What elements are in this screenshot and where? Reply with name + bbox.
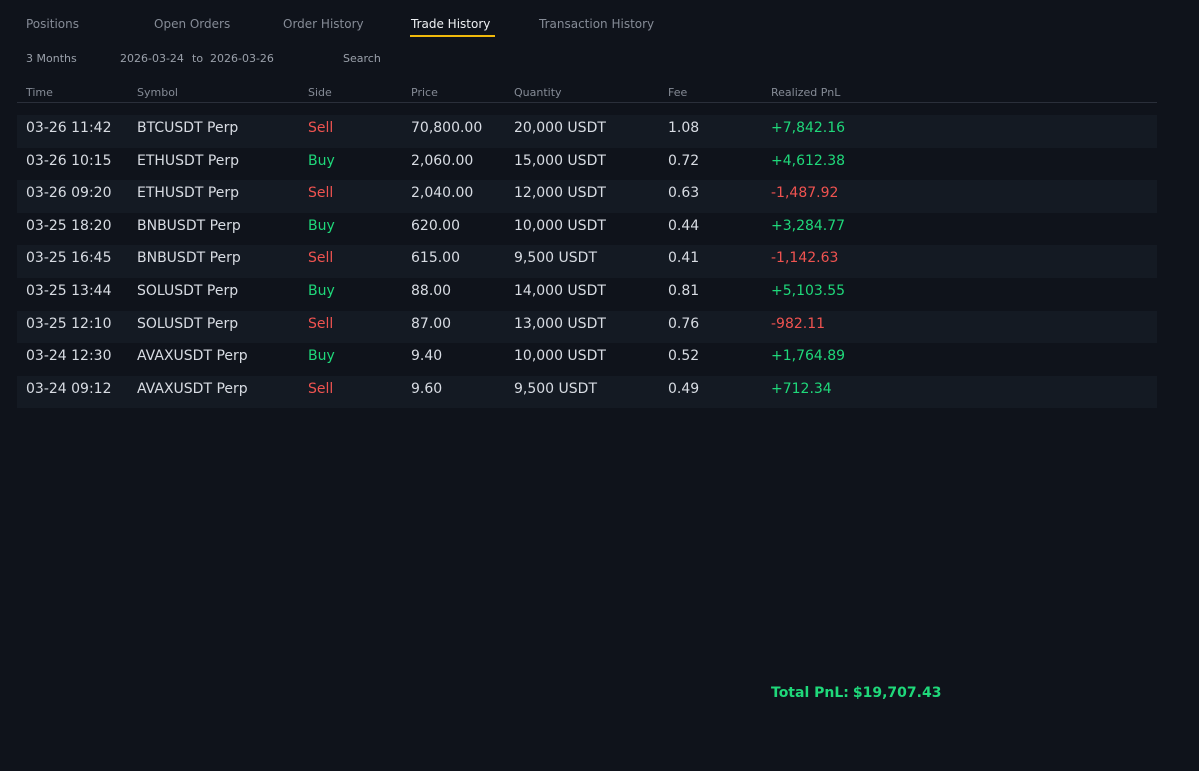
cell-price: 620.00 — [411, 217, 460, 234]
cell-quantity: 10,000 USDT — [514, 348, 606, 365]
search-button[interactable]: Search — [343, 52, 381, 65]
trade-history-table: Time Symbol Side Price Quantity Fee Real… — [17, 84, 1157, 409]
table-row[interactable]: 03-25 16:45 BNBUSDT Perp Sell 615.00 9,500 U… — [17, 245, 1157, 278]
cell-fee: 0.52 — [668, 348, 700, 365]
table-body: 03-26 11:42 BTCUSDT Perp Sell 70,800.00 20,0… — [17, 115, 1157, 409]
cell-symbol: BNBUSDT Perp — [137, 217, 241, 234]
cell-realized-pnl: +712.34 — [771, 380, 832, 397]
cell-side: Sell — [308, 185, 334, 202]
cell-symbol: SOLUSDT Perp — [137, 315, 239, 332]
cell-realized-pnl: +1,764.89 — [771, 348, 846, 365]
cell-realized-pnl: +5,103.55 — [771, 282, 846, 299]
end-date-input[interactable]: 2026-03-26 — [210, 52, 274, 65]
table-row[interactable]: 03-25 18:20 BNBUSDT Perp Buy 620.00 10,000 U… — [17, 213, 1157, 246]
table-row[interactable]: 03-26 09:20 ETHUSDT Perp Sell 2,040.00 12,00… — [17, 180, 1157, 213]
tab-transaction-history[interactable]: Transaction History — [539, 17, 655, 31]
cell-symbol: BNBUSDT Perp — [137, 250, 241, 267]
cell-quantity: 9,500 USDT — [514, 380, 597, 397]
cell-side: Buy — [308, 348, 335, 365]
total-pnl: Total PnL: $19,707.43 — [771, 685, 941, 701]
cell-price: 9.40 — [411, 348, 443, 365]
cell-realized-pnl: -1,142.63 — [771, 250, 839, 267]
total-pnl-label: Total PnL: — [771, 685, 849, 701]
header-quantity: Quantity — [514, 86, 562, 99]
cell-realized-pnl: +7,842.16 — [771, 120, 846, 136]
tab-open-orders[interactable]: Open Orders — [154, 17, 231, 31]
cell-quantity: 14,000 USDT — [514, 282, 606, 299]
cell-fee: 0.81 — [668, 282, 700, 299]
cell-side: Sell — [308, 120, 334, 136]
cell-time: 03-25 18:20 — [26, 217, 112, 234]
cell-time: 03-26 09:20 — [26, 185, 112, 202]
cell-realized-pnl: -982.11 — [771, 315, 826, 332]
table-row[interactable]: 03-25 13:44 SOLUSDT Perp Buy 88.00 14,000 US… — [17, 278, 1157, 311]
header-time: Time — [26, 86, 53, 99]
tab-trade-history[interactable]: Trade History — [409, 16, 496, 38]
cell-time: 03-26 10:15 — [26, 152, 112, 169]
date-range-separator: to — [192, 52, 204, 65]
header-symbol: Symbol — [137, 86, 178, 99]
filter-bar: 3 Months 2026-03-24 to 2026-03-26 Search — [0, 50, 1199, 68]
cell-fee: 0.41 — [668, 250, 700, 267]
cell-symbol: SOLUSDT Perp — [137, 282, 239, 299]
cell-quantity: 12,000 USDT — [514, 185, 606, 202]
table-row[interactable]: 03-25 12:10 SOLUSDT Perp Sell 87.00 13,000 U… — [17, 310, 1157, 344]
tab-order-history[interactable]: Order History — [283, 17, 364, 31]
cell-realized-pnl: +4,612.38 — [771, 152, 846, 169]
cell-time: 03-25 16:45 — [26, 250, 112, 267]
cell-time: 03-25 13:44 — [26, 282, 112, 299]
cell-fee: 0.76 — [668, 315, 700, 332]
cell-side: Buy — [308, 282, 335, 299]
tab-positions[interactable]: Positions — [26, 17, 79, 31]
cell-symbol: BTCUSDT Perp — [137, 120, 239, 136]
total-pnl-value: $19,707.43 — [852, 685, 942, 701]
table-row[interactable]: 03-24 09:12 AVAXUSDT Perp Sell 9.60 9,500 US… — [17, 375, 1157, 409]
cell-quantity: 9,500 USDT — [514, 250, 597, 267]
cell-fee: 0.49 — [668, 380, 700, 397]
cell-symbol: AVAXUSDT Perp — [137, 348, 248, 365]
cell-price: 88.00 — [411, 282, 452, 299]
start-date-input[interactable]: 2026-03-24 — [120, 52, 184, 65]
cell-time: 03-24 09:12 — [26, 380, 112, 397]
cell-price: 2,060.00 — [411, 152, 474, 169]
cell-side: Sell — [308, 315, 334, 332]
cell-symbol: AVAXUSDT Perp — [137, 380, 248, 397]
cell-price: 615.00 — [411, 250, 460, 267]
cell-quantity: 15,000 USDT — [514, 152, 606, 169]
cell-time: 03-25 12:10 — [26, 315, 112, 332]
cell-fee: 0.72 — [668, 152, 700, 169]
cell-time: 03-26 11:42 — [26, 120, 112, 136]
header-fee: Fee — [668, 86, 688, 99]
cell-price: 9.60 — [411, 380, 443, 397]
cell-quantity: 13,000 USDT — [514, 315, 606, 332]
cell-side: Sell — [308, 380, 334, 397]
cell-side: Sell — [308, 250, 334, 267]
table-row[interactable]: 03-26 11:42 BTCUSDT Perp Sell 70,800.00 20,0… — [17, 115, 1157, 148]
cell-symbol: ETHUSDT Perp — [137, 152, 240, 169]
cell-time: 03-24 12:30 — [26, 348, 112, 365]
cell-fee: 0.44 — [668, 217, 700, 234]
cell-side: Buy — [308, 152, 335, 169]
cell-realized-pnl: +3,284.77 — [771, 217, 846, 234]
header-realized-pnl: Realized PnL — [771, 86, 841, 99]
cell-price: 2,040.00 — [411, 185, 474, 202]
cell-fee: 0.63 — [668, 185, 700, 202]
cell-side: Buy — [308, 217, 335, 234]
table-header: Time Symbol Side Price Quantity Fee Real… — [17, 84, 1157, 103]
cell-realized-pnl: -1,487.92 — [771, 185, 839, 202]
cell-quantity: 20,000 USDT — [514, 120, 606, 136]
table-row[interactable]: 03-24 12:30 AVAXUSDT Perp Buy 9.40 10,000 US… — [17, 343, 1157, 376]
cell-price: 70,800.00 — [411, 120, 483, 136]
cell-fee: 1.08 — [668, 120, 700, 136]
cell-quantity: 10,000 USDT — [514, 217, 606, 234]
table-row[interactable]: 03-26 10:15 ETHUSDT Perp Buy 2,060.00 15,000… — [17, 148, 1157, 181]
cell-price: 87.00 — [411, 315, 452, 332]
header-price: Price — [411, 86, 438, 99]
cell-symbol: ETHUSDT Perp — [137, 185, 240, 202]
header-side: Side — [308, 86, 332, 99]
range-select[interactable]: 3 Months — [26, 52, 77, 65]
tab-bar: Positions Open Orders Order History Trad… — [0, 0, 1199, 40]
